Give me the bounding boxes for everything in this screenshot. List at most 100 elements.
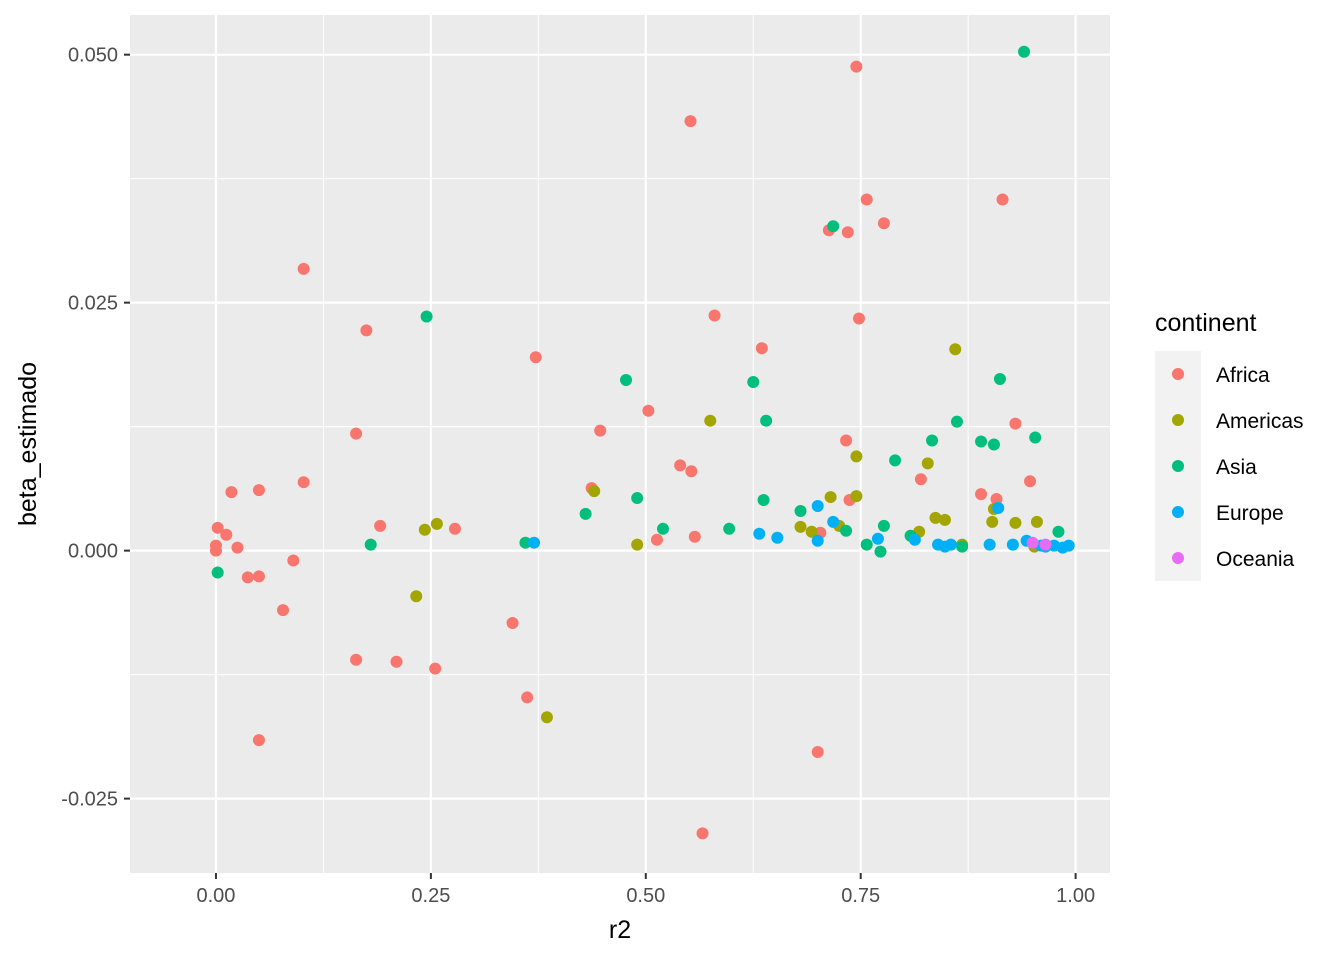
point-africa [220, 528, 233, 541]
point-asia [975, 435, 988, 448]
y-tick-label: 0.025 [68, 293, 118, 315]
point-asia [723, 522, 736, 535]
point-africa [297, 262, 310, 275]
point-africa [975, 488, 988, 501]
point-americas [418, 523, 431, 536]
point-europe [983, 538, 996, 551]
point-americas [540, 711, 553, 724]
point-africa [448, 522, 461, 535]
y-tick-label: -0.025 [61, 789, 118, 811]
point-asia [760, 414, 773, 427]
point-asia [757, 494, 770, 507]
legend-label-europe: Europe [1216, 502, 1284, 525]
point-asia [620, 374, 633, 387]
point-africa [914, 473, 927, 486]
point-africa [642, 404, 655, 417]
x-tick-label: 0.50 [626, 885, 665, 907]
point-asia [747, 376, 760, 389]
axes: 0.00 0.25 0.50 0.75 1.00 -0.025 0.000 0.025 0.05… [61, 45, 1095, 907]
point-africa [390, 655, 403, 668]
point-asia [364, 538, 377, 551]
point-africa [287, 554, 300, 567]
point-asia [993, 373, 1006, 386]
point-europe [992, 501, 1005, 514]
point-oceania [1039, 538, 1052, 551]
point-asia [631, 492, 644, 505]
point-africa [297, 476, 310, 489]
point-asia [656, 522, 669, 535]
point-europe [753, 527, 766, 540]
point-africa [684, 115, 697, 128]
point-asia [1018, 45, 1031, 58]
point-africa [852, 312, 865, 325]
point-europe [528, 536, 541, 549]
point-europe [811, 534, 824, 547]
point-americas [704, 414, 717, 427]
x-tick-label: 0.00 [196, 885, 235, 907]
point-americas [805, 525, 818, 538]
point-europe [908, 533, 921, 546]
point-asia [877, 519, 890, 532]
point-africa [841, 226, 854, 239]
point-africa [209, 539, 222, 552]
point-europe [871, 532, 884, 545]
point-americas [850, 450, 863, 463]
point-africa [1009, 417, 1022, 430]
point-americas [410, 590, 423, 603]
legend-label-oceania: Oceania [1216, 548, 1295, 571]
point-americas [794, 520, 807, 533]
point-americas [430, 517, 443, 530]
point-asia [874, 545, 887, 558]
point-asia [840, 524, 853, 537]
point-americas [921, 457, 934, 470]
point-africa [688, 530, 701, 543]
y-tick-label: 0.000 [68, 541, 118, 563]
legend-title: continent [1155, 309, 1257, 337]
point-africa [231, 541, 244, 554]
plot-panel [130, 15, 1110, 873]
point-africa [350, 427, 363, 440]
point-asia [956, 540, 969, 553]
point-europe [811, 499, 824, 512]
point-africa [252, 734, 265, 747]
point-africa [360, 324, 373, 337]
y-tick-label: 0.050 [68, 45, 118, 67]
legend-key-asia [1172, 460, 1184, 472]
point-africa [1024, 475, 1037, 488]
point-africa [990, 493, 1003, 506]
legend-label-africa: Africa [1216, 364, 1270, 387]
point-africa [877, 217, 890, 230]
legend-label-asia: Asia [1216, 456, 1257, 479]
legend-key-americas [1172, 414, 1184, 426]
x-tick-label: 0.75 [841, 885, 880, 907]
point-africa [211, 521, 224, 534]
point-asia [579, 507, 592, 520]
point-africa [241, 571, 254, 584]
point-americas [850, 490, 863, 503]
point-africa [840, 434, 853, 447]
point-americas [631, 538, 644, 551]
point-africa [685, 465, 698, 478]
point-asia [794, 504, 807, 517]
legend: continent Africa Americas Asia Europe Oceani… [1155, 309, 1304, 581]
point-africa [252, 484, 265, 497]
x-axis-title: r2 [609, 916, 631, 944]
point-africa [225, 486, 238, 499]
point-africa [529, 351, 542, 364]
point-africa [708, 309, 721, 322]
point-asia [987, 438, 1000, 451]
point-americas [938, 513, 951, 526]
point-americas [588, 485, 601, 498]
point-africa [277, 604, 290, 617]
point-asia [420, 310, 433, 323]
point-asia [827, 220, 840, 233]
legend-key-oceania [1172, 552, 1184, 564]
point-africa [374, 519, 387, 532]
point-europe [771, 531, 784, 544]
point-asia [1052, 525, 1065, 538]
point-africa [755, 342, 768, 355]
point-americas [1030, 515, 1043, 528]
point-americas [1009, 516, 1022, 529]
point-americas [824, 491, 837, 504]
point-europe [1006, 538, 1019, 551]
